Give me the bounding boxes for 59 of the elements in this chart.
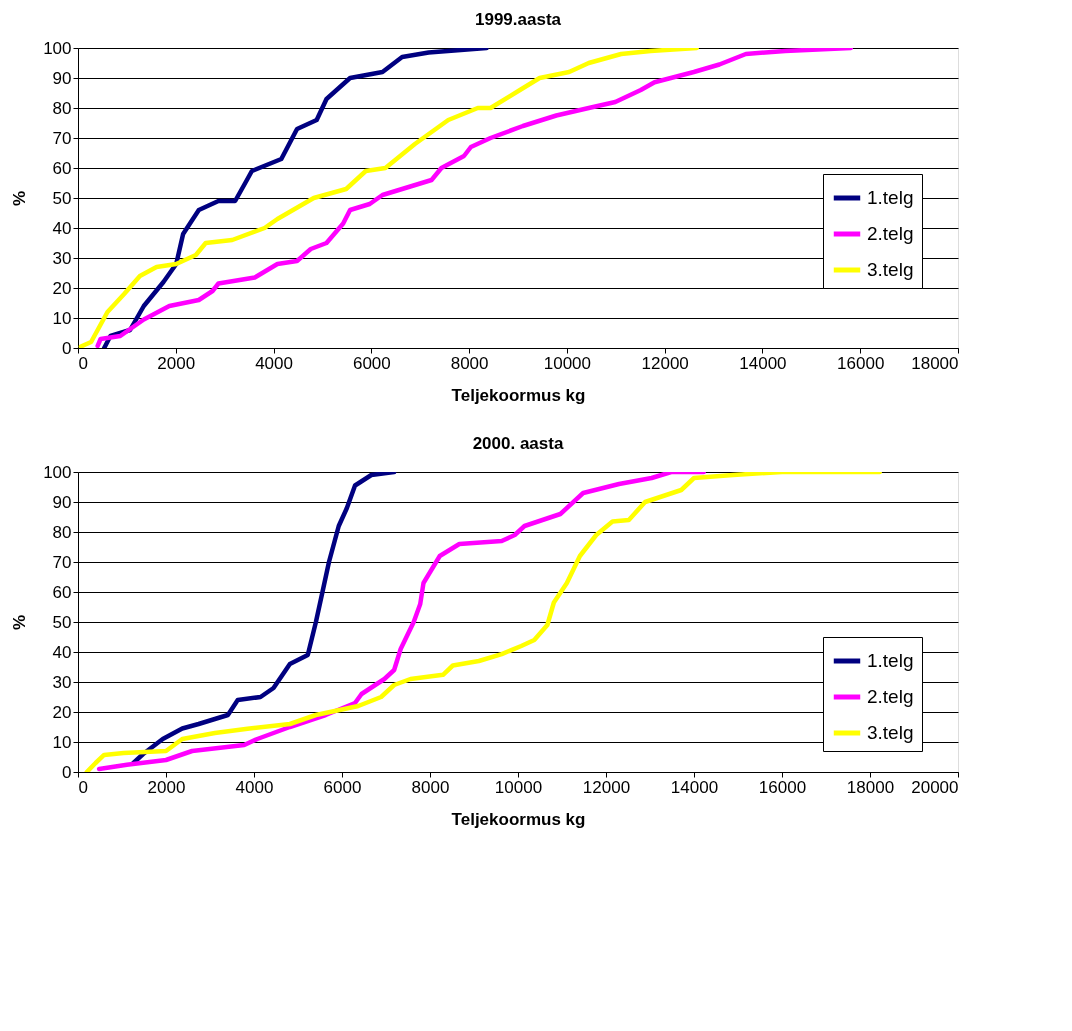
x-tick-label: 18000 (911, 353, 959, 373)
y-tick-label: 30 (52, 672, 72, 692)
x-tick-label: 6000 (352, 353, 391, 373)
legend-label: 3.telg (867, 259, 914, 280)
x-tick-label: 8000 (411, 777, 450, 797)
y-tick-label: 10 (52, 308, 72, 328)
x-tick-label: 12000 (641, 353, 689, 373)
x-tick-label: 0 (78, 777, 88, 797)
x-tick-label: 12000 (582, 777, 631, 797)
x-tick-label: 14000 (739, 353, 787, 373)
y-tick-label: 20 (52, 278, 72, 298)
y-tick-label: 70 (52, 128, 72, 148)
x-tick-label: 10000 (494, 777, 543, 797)
y-tick-label: 90 (52, 492, 72, 512)
line-series (101, 48, 489, 348)
y-tick-label: 0 (62, 762, 72, 782)
y-tick-label: 70 (52, 552, 72, 572)
y-tick-label: 80 (52, 522, 72, 542)
x-axis-title: Teljekoormus kg (451, 809, 586, 829)
legend-label: 3.telg (867, 722, 914, 743)
x-axis-title: Teljekoormus kg (451, 385, 586, 405)
x-tick-label: 20000 (911, 777, 959, 797)
x-tick-label: 0 (78, 353, 88, 373)
y-tick-label: 60 (52, 582, 72, 602)
y-tick-label: 60 (52, 158, 72, 178)
chart-title: 2000. aasta (472, 434, 564, 453)
y-tick-label: 50 (52, 612, 72, 632)
line-series (96, 472, 707, 772)
x-tick-label: 16000 (758, 777, 807, 797)
y-tick-label: 30 (52, 248, 72, 268)
legend-label: 2.telg (867, 686, 914, 707)
x-tick-label: 18000 (846, 777, 895, 797)
y-tick-label: 100 (43, 38, 72, 58)
y-tick-label: 10 (52, 732, 72, 752)
x-tick-label: 14000 (670, 777, 719, 797)
y-tick-label: 80 (52, 98, 72, 118)
x-tick-label: 4000 (235, 777, 274, 797)
line-series (95, 48, 854, 348)
chart-title: 1999.aasta (474, 10, 562, 29)
y-axis-title: % (10, 190, 30, 207)
y-tick-label: 90 (52, 68, 72, 88)
y-tick-label: 40 (52, 218, 72, 238)
x-tick-label: 8000 (450, 353, 489, 373)
x-tick-label: 10000 (543, 353, 592, 373)
legend-label: 2.telg (867, 223, 914, 244)
legend-label: 1.telg (867, 650, 914, 671)
y-tick-label: 40 (52, 642, 72, 662)
y-axis-title: % (10, 614, 30, 631)
line-series (78, 48, 700, 348)
y-tick-label: 0 (62, 338, 72, 358)
x-tick-label: 4000 (255, 353, 293, 373)
y-tick-label: 50 (52, 188, 72, 208)
legend-label: 1.telg (867, 187, 914, 208)
y-tick-label: 100 (43, 462, 72, 482)
x-tick-label: 6000 (323, 777, 362, 797)
x-tick-label: 2000 (147, 777, 186, 797)
x-tick-label: 2000 (157, 353, 196, 373)
y-tick-label: 20 (52, 702, 72, 722)
x-tick-label: 16000 (837, 353, 885, 373)
